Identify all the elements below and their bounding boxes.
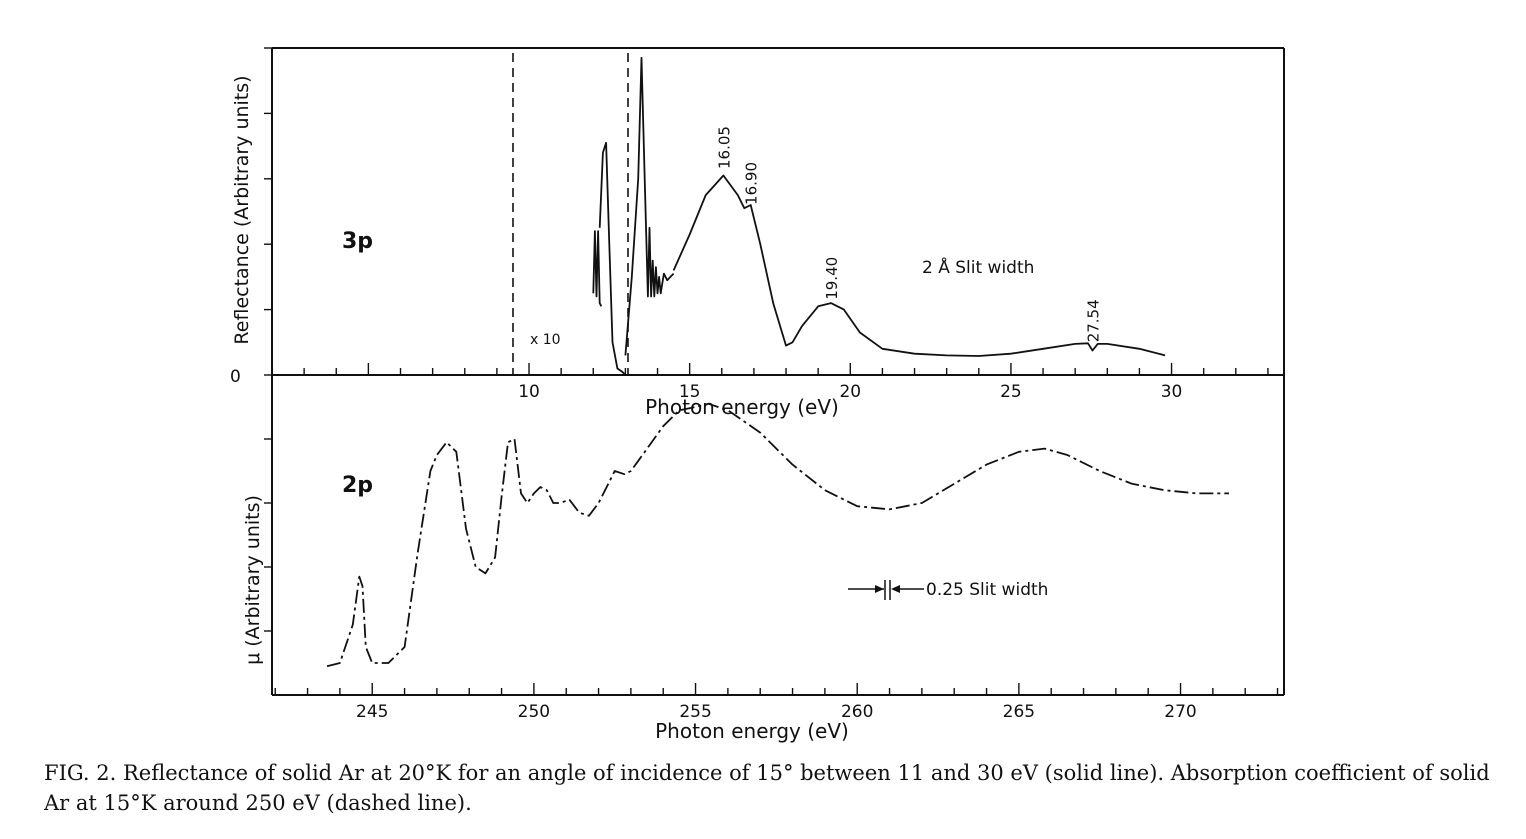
bottom-x-tick-label: 265 — [1003, 702, 1035, 722]
top-x-tick-label: 25 — [1000, 382, 1022, 402]
peak-labels: 16.05 16.90 19.40 27.54 — [715, 126, 1102, 342]
absorption-series — [326, 402, 1229, 668]
bottom-x-tick-label: 260 — [841, 702, 873, 722]
top-x-axis-label: Photon energy (eV) — [645, 395, 839, 419]
top-y-axis-label: Reflectance (Arbitrary units) — [231, 75, 253, 344]
slit-width-note-top: 2 Å Slit width — [922, 256, 1034, 278]
bottom-x-tick-label: 255 — [679, 702, 711, 722]
magnification-label: x 10 — [530, 332, 561, 348]
peak-label: 27.54 — [1085, 299, 1103, 342]
panel-2p: 245 250 255 260 265 270 μ (Arbitrary units) P… — [242, 374, 1285, 743]
absorption-curve — [326, 402, 1229, 668]
panel-label-3p: 3p — [342, 229, 373, 254]
peak-label: 16.90 — [743, 162, 761, 205]
top-y-tick-0: 0 — [230, 367, 241, 387]
bottom-y-tick-marks — [264, 374, 272, 632]
top-x-tick-label: 20 — [839, 382, 861, 402]
slit-width-marker — [848, 580, 924, 600]
top-y-tick-marks — [264, 47, 272, 311]
reflectance-segment-main-b — [672, 174, 1166, 357]
reflectance-curve — [592, 56, 1166, 376]
peak-label: 16.05 — [715, 126, 733, 169]
bottom-x-tick-label: 250 — [518, 702, 550, 722]
bottom-ticks: 245 250 255 260 265 270 — [274, 683, 1279, 722]
reflectance-segment-x10-a — [592, 230, 603, 307]
reflectance-segment-main-a — [598, 141, 627, 376]
panel-label-2p: 2p — [342, 473, 373, 498]
top-x-tick-label: 30 — [1161, 382, 1183, 402]
slit-width-note-bottom: 0.25 Slit width — [926, 580, 1048, 600]
figure-caption: FIG. 2. Reflectance of solid Ar at 20°K … — [44, 761, 1490, 815]
top-x-tick-label: 15 — [679, 382, 701, 402]
bottom-x-tick-label: 270 — [1164, 702, 1196, 722]
top-x-tick-label: 10 — [518, 382, 540, 402]
peak-label: 19.40 — [823, 257, 841, 300]
reflectance-segment-x10-b — [624, 56, 675, 356]
magnified-region-box — [512, 47, 629, 376]
panel-3p: 10 15 20 25 30 0 Reflectance (Arbitrary unit… — [230, 47, 1285, 419]
top-ticks: 10 15 20 25 30 — [271, 363, 1269, 402]
bottom-y-axis-label: μ (Arbitrary units) — [242, 495, 264, 665]
bottom-x-axis-label: Photon energy (eV) — [655, 719, 849, 743]
bottom-x-tick-label: 245 — [356, 702, 388, 722]
